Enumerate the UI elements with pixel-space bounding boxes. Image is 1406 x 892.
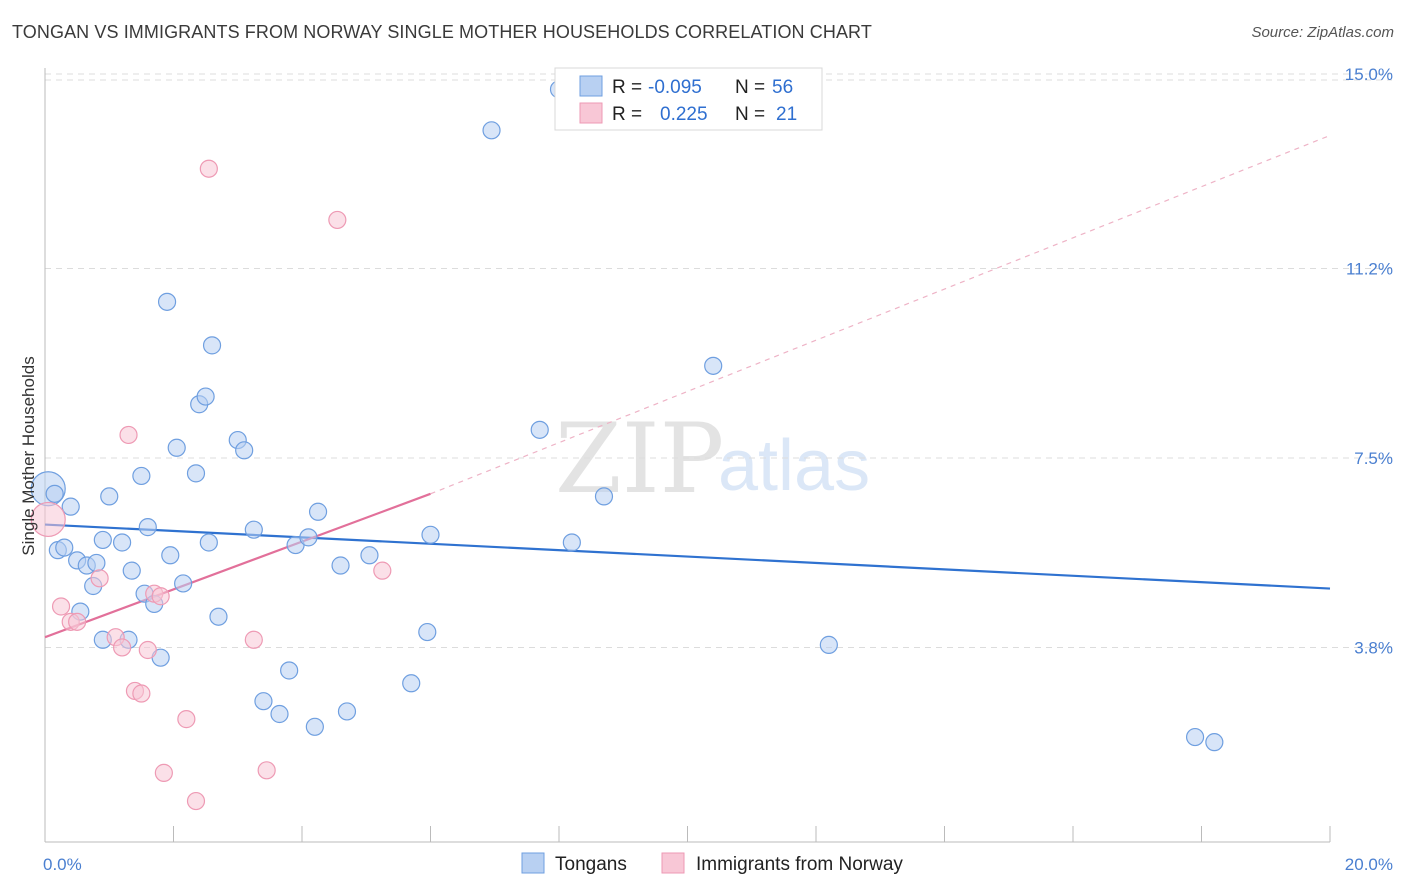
tongans-point-4 xyxy=(61,497,80,516)
tongans-point-25 xyxy=(186,464,206,483)
norway-swatch xyxy=(579,102,603,124)
data-points xyxy=(30,80,1224,811)
y-tick-label-3: 15.0% xyxy=(1345,65,1393,84)
tongans-point-29 xyxy=(202,336,222,355)
norway-point-17 xyxy=(244,630,263,649)
tongans-point-15 xyxy=(122,561,141,580)
norway-point-8 xyxy=(132,684,151,703)
tongans-point-21 xyxy=(157,292,177,311)
norway-point-19 xyxy=(328,210,347,230)
legend-norway-swatch xyxy=(661,852,685,874)
tongans-point-30 xyxy=(209,607,228,626)
tongans-point-39 xyxy=(305,717,324,736)
y-tick-label-2: 11.2% xyxy=(1346,260,1393,279)
norway-trendline xyxy=(44,492,431,639)
tongans-point-55 xyxy=(1205,733,1224,752)
tongans-point-50 xyxy=(562,533,581,552)
norway-point-13 xyxy=(154,763,173,782)
legend-norway-label: Immigrants from Norway xyxy=(696,854,903,875)
tongans-point-52 xyxy=(704,356,723,375)
tongans-point-38 xyxy=(299,528,318,547)
tongans-point-16 xyxy=(132,466,151,486)
norway-point-6 xyxy=(112,638,132,657)
x-tick-labels: 0.0% 20.0% xyxy=(43,855,1393,874)
norway-point-15 xyxy=(186,791,206,811)
stats-legend: R = -0.095 N = 56 R = 0.225 N = 21 xyxy=(554,67,823,131)
tongans-point-54 xyxy=(1185,727,1205,747)
y-axis-label: Single Mother Households xyxy=(19,356,38,555)
norway-point-9 xyxy=(138,640,157,660)
series-legend: Tongans Immigrants from Norway xyxy=(521,852,903,875)
tongans-point-1 xyxy=(45,484,64,503)
tongans-point-51 xyxy=(594,487,614,506)
source-credit: Source: ZipAtlas.com xyxy=(1251,24,1394,41)
axes xyxy=(44,68,1331,843)
tongans-point-46 xyxy=(421,525,440,544)
y-tick-labels: 3.8% 7.5% 11.2% 15.0% xyxy=(1345,65,1393,657)
norway-point-1 xyxy=(51,597,71,616)
row1-n-value: 56 xyxy=(772,77,793,98)
tongans-point-32 xyxy=(235,441,254,460)
tongans-point-13 xyxy=(112,533,132,552)
tongans-point-44 xyxy=(402,674,421,693)
row1-n-label: N = xyxy=(735,77,765,98)
norway-point-16 xyxy=(199,159,218,178)
tongans-point-22 xyxy=(161,546,180,565)
tongans-point-41 xyxy=(331,556,350,575)
tongans-point-40 xyxy=(308,502,328,521)
row1-r-value: -0.095 xyxy=(648,77,702,98)
tongans-point-34 xyxy=(254,692,273,711)
norway-point-14 xyxy=(177,710,196,729)
y-tick-label-0: 3.8% xyxy=(1354,638,1393,657)
tongans-point-9 xyxy=(87,553,106,573)
tongans-point-42 xyxy=(337,702,357,721)
tongans-point-53 xyxy=(819,635,838,654)
row2-r-value: 0.225 xyxy=(660,104,708,125)
tongans-point-48 xyxy=(530,420,549,439)
tongans-point-23 xyxy=(167,438,186,457)
trendlines xyxy=(44,134,1331,639)
tongans-point-47 xyxy=(482,121,501,140)
watermark-zip: ZIP xyxy=(555,403,724,515)
tongans-point-45 xyxy=(418,622,437,642)
tongans-point-28 xyxy=(199,533,218,552)
tongans-point-24 xyxy=(174,574,193,593)
norway-trendline-extension xyxy=(430,134,1331,495)
tongans-point-18 xyxy=(138,518,157,537)
norway-point-18 xyxy=(257,761,276,780)
norway-point-0 xyxy=(30,501,66,538)
tongans-point-10 xyxy=(93,530,112,550)
watermark-atlas: atlas xyxy=(718,426,870,506)
tongans-point-3 xyxy=(55,538,74,557)
x-tick-label-1: 20.0% xyxy=(1345,855,1393,874)
legend-tongans-label: Tongans xyxy=(555,854,627,875)
tongans-swatch xyxy=(579,75,603,97)
norway-point-12 xyxy=(151,587,170,606)
norway-point-4 xyxy=(90,569,109,588)
row1-r-label: R = xyxy=(612,77,642,98)
tongans-point-43 xyxy=(360,546,379,565)
y-tick-label-1: 7.5% xyxy=(1354,449,1393,468)
tongans-point-35 xyxy=(270,704,289,724)
tongans-point-36 xyxy=(280,661,299,680)
x-tick-label-0: 0.0% xyxy=(43,855,82,874)
tongans-point-27 xyxy=(196,387,215,406)
row2-r-label: R = xyxy=(612,104,642,125)
legend-tongans-swatch xyxy=(521,852,545,874)
tongans-point-33 xyxy=(244,520,263,539)
tongans-point-12 xyxy=(100,487,119,506)
chart-title: TONGAN VS IMMIGRANTS FROM NORWAY SINGLE … xyxy=(12,22,872,42)
tongans-trendline xyxy=(44,523,1331,590)
norway-point-10 xyxy=(119,425,138,445)
norway-point-20 xyxy=(373,561,392,580)
row2-n-value: 21 xyxy=(776,104,797,125)
norway-point-3 xyxy=(68,612,87,631)
row2-n-label: N = xyxy=(735,104,765,125)
